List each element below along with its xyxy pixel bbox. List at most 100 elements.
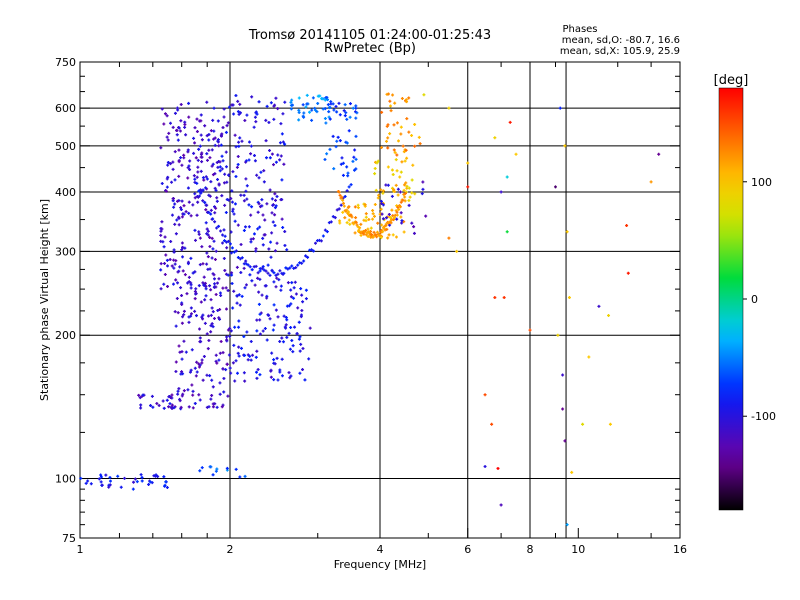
- data-point: [391, 214, 395, 218]
- data-point: [364, 212, 368, 216]
- data-point: [379, 207, 383, 211]
- data-point: [291, 103, 295, 107]
- data-point: [205, 100, 209, 104]
- data-point: [395, 153, 399, 157]
- data-point: [391, 173, 395, 177]
- data-point: [174, 360, 178, 364]
- data-point: [313, 241, 317, 245]
- data-point: [238, 475, 242, 479]
- data-point: [364, 215, 368, 219]
- data-point: [214, 249, 218, 253]
- data-point: [213, 282, 217, 286]
- data-point: [278, 158, 282, 162]
- data-point: [197, 362, 201, 366]
- data-point: [160, 181, 164, 185]
- data-point: [213, 211, 217, 215]
- data-point: [399, 125, 403, 129]
- data-point: [273, 213, 277, 217]
- x-tick-label: 2: [227, 543, 234, 556]
- data-point: [203, 124, 207, 128]
- data-point: [224, 240, 228, 244]
- data-point: [329, 220, 333, 224]
- data-point: [169, 162, 173, 166]
- data-point: [277, 278, 281, 282]
- data-point: [224, 211, 228, 215]
- data-point: [243, 225, 247, 229]
- colorbar-tick-label: 100: [751, 176, 772, 189]
- data-point: [565, 523, 569, 527]
- data-point: [399, 211, 403, 215]
- data-point: [166, 264, 170, 268]
- data-point: [394, 183, 398, 187]
- data-point: [291, 350, 295, 354]
- y-tick-label: 100: [55, 473, 76, 486]
- data-point: [176, 138, 180, 142]
- data-point: [272, 280, 276, 284]
- data-point: [159, 229, 163, 233]
- data-point: [269, 240, 273, 244]
- data-point: [371, 212, 375, 216]
- data-point: [231, 306, 235, 310]
- data-point: [264, 156, 268, 160]
- data-point: [266, 313, 270, 317]
- data-point: [225, 466, 229, 470]
- data-point: [196, 158, 200, 162]
- data-point: [193, 309, 197, 313]
- data-point: [346, 174, 350, 178]
- data-point: [252, 154, 256, 158]
- data-point: [246, 263, 250, 267]
- data-point: [202, 283, 206, 287]
- data-point: [214, 285, 218, 289]
- data-point: [163, 112, 167, 116]
- data-point: [242, 371, 246, 375]
- data-point: [483, 464, 487, 468]
- data-point: [201, 188, 205, 192]
- data-point: [179, 405, 183, 409]
- data-point: [365, 231, 369, 235]
- data-point: [332, 167, 336, 171]
- data-point: [422, 93, 426, 97]
- phase-stats-header: Phases: [562, 24, 598, 35]
- data-point: [172, 282, 176, 286]
- data-point: [180, 350, 184, 354]
- data-point: [107, 485, 111, 489]
- data-point: [349, 183, 353, 187]
- data-point: [230, 200, 234, 204]
- y-tick-label: 200: [55, 329, 76, 342]
- data-point: [367, 218, 371, 222]
- data-point: [249, 237, 253, 241]
- data-point: [287, 304, 291, 308]
- data-point: [168, 402, 172, 406]
- data-point: [244, 159, 248, 163]
- data-point: [223, 203, 227, 207]
- data-point: [237, 345, 241, 349]
- data-point: [179, 208, 183, 212]
- data-point: [180, 163, 184, 167]
- data-point: [296, 306, 300, 310]
- data-point: [289, 107, 293, 111]
- data-point: [255, 370, 259, 374]
- data-point: [182, 153, 186, 157]
- data-point: [327, 110, 331, 114]
- data-point: [283, 325, 287, 329]
- data-point: [174, 324, 178, 328]
- data-point: [132, 480, 136, 484]
- data-point: [354, 104, 358, 108]
- data-point: [382, 189, 386, 193]
- data-point: [278, 269, 282, 273]
- data-point: [348, 115, 352, 119]
- data-point: [376, 221, 380, 225]
- data-point: [271, 203, 275, 207]
- data-point: [250, 205, 254, 209]
- data-point: [402, 220, 406, 224]
- data-point: [399, 132, 403, 136]
- data-point: [217, 224, 221, 228]
- data-point: [395, 217, 399, 221]
- data-point: [274, 285, 278, 289]
- data-point: [247, 225, 251, 229]
- data-point: [205, 203, 209, 207]
- data-point: [275, 356, 279, 360]
- data-point: [407, 96, 411, 100]
- data-point: [302, 115, 306, 119]
- data-point: [172, 266, 176, 270]
